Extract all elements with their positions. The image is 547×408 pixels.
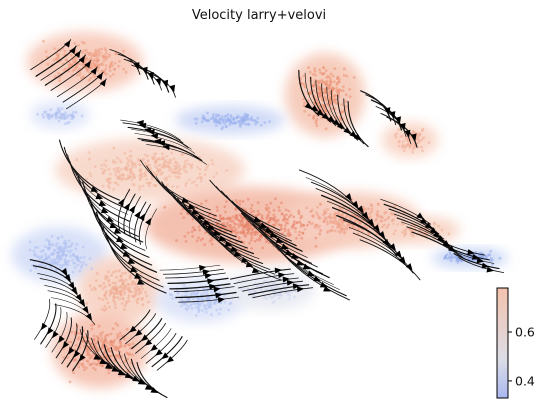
colorbar-gradient [497, 288, 508, 398]
colorbar-tick-label: 0.4 [515, 373, 535, 388]
colorbar-tick-label: 0.6 [515, 325, 535, 340]
